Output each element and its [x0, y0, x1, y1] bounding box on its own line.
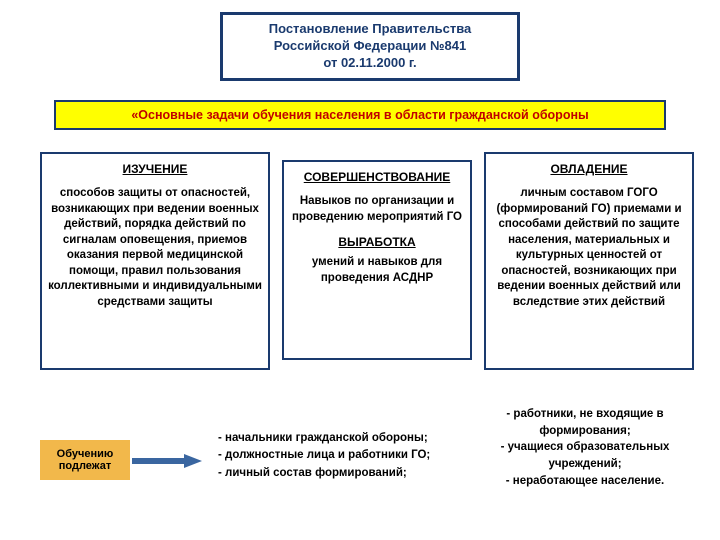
- list1-item-0: - начальники гражданской обороны;: [218, 430, 468, 447]
- subtitle-bar: «Основные задачи обучения населения в об…: [54, 100, 666, 130]
- column-improve-heading: СОВЕРШЕНСТВОВАНИЕ: [290, 170, 464, 184]
- training-list-2: - работники, не входящие в формирования;…: [470, 406, 700, 489]
- title-line-3: от 02.11.2000 г.: [229, 55, 511, 72]
- column-improve: СОВЕРШЕНСТВОВАНИЕ Навыков по организации…: [282, 160, 472, 360]
- list1-item-1: - должностные лица и работники ГО;: [218, 447, 468, 464]
- title-line-1: Постановление Правительства: [229, 21, 511, 38]
- column-study-heading: ИЗУЧЕНИЕ: [48, 162, 262, 176]
- column-study: ИЗУЧЕНИЕ способов защиты от опасностей, …: [40, 152, 270, 370]
- subtitle-text: «Основные задачи обучения населения в об…: [131, 108, 588, 122]
- column-master-heading: ОВЛАДЕНИЕ: [492, 162, 686, 176]
- training-label: Обучению подлежат: [40, 440, 130, 480]
- training-label-text: Обучению подлежат: [44, 448, 126, 472]
- column-master: ОВЛАДЕНИЕ личным составом ГОГО (формиров…: [484, 152, 694, 370]
- list2-item-0: - работники, не входящие в формирования;: [470, 406, 700, 439]
- column-develop-body: умений и навыков для проведения АСДНР: [290, 255, 464, 286]
- title-box: Постановление Правительства Российской Ф…: [220, 12, 520, 81]
- column-master-body: личным составом ГОГО (формирований ГО) п…: [492, 186, 686, 310]
- column-improve-body1: Навыков по организации и проведению меро…: [290, 194, 464, 225]
- list1-item-2: - личный состав формирований;: [218, 465, 468, 482]
- column-develop-heading: ВЫРАБОТКА: [290, 235, 464, 249]
- training-list-1: - начальники гражданской обороны; - долж…: [218, 430, 468, 482]
- title-line-2: Российской Федерации №841: [229, 38, 511, 55]
- list2-item-1: - учащиеся образовательных учреждений;: [470, 439, 700, 472]
- column-study-body: способов защиты от опасностей, возникающ…: [48, 186, 262, 310]
- list2-item-2: - неработающее население.: [470, 473, 700, 490]
- arrow-icon: [132, 454, 202, 468]
